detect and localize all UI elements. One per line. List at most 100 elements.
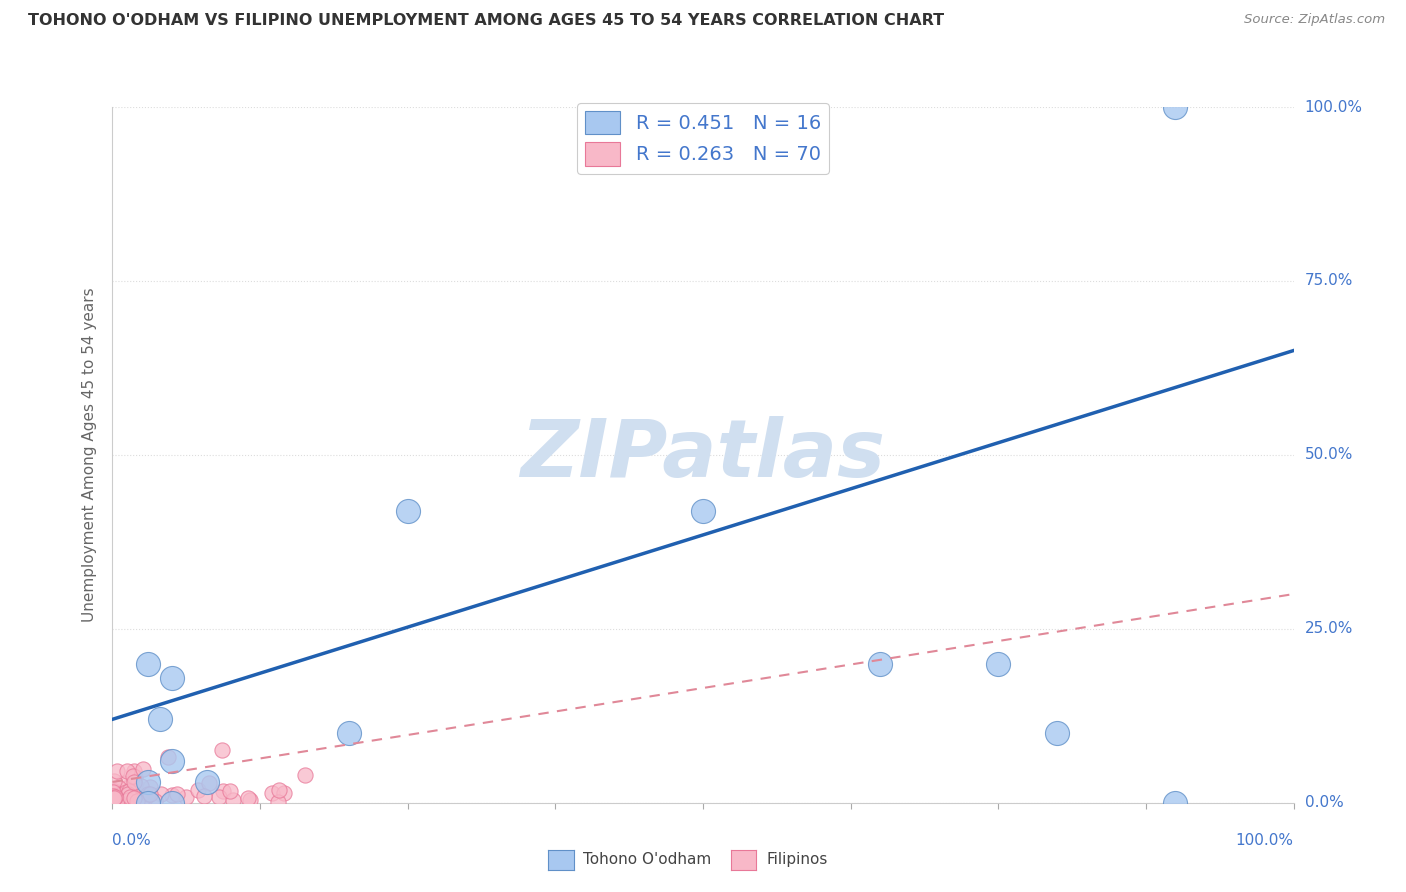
Point: [160, 788, 183, 802]
Legend: R = 0.451   N = 16, R = 0.263   N = 70: R = 0.451 N = 16, R = 0.263 N = 70: [578, 103, 828, 174]
Point: [103, 774, 125, 789]
Point: [124, 791, 146, 805]
Point: [104, 789, 127, 803]
Point: [117, 787, 139, 801]
Point: [115, 793, 138, 807]
Point: [105, 793, 128, 807]
Point: [117, 784, 139, 798]
Point: [157, 749, 180, 764]
Text: 50.0%: 50.0%: [1305, 448, 1353, 462]
Point: [160, 796, 183, 810]
Point: [273, 786, 295, 800]
Text: Source: ZipAtlas.com: Source: ZipAtlas.com: [1244, 13, 1385, 27]
Point: [103, 791, 125, 805]
Point: [236, 790, 259, 805]
Point: [136, 657, 159, 671]
Point: [124, 777, 146, 791]
Point: [138, 788, 160, 802]
Point: [107, 789, 129, 803]
Point: [103, 785, 125, 799]
Point: [108, 789, 131, 803]
Point: [136, 796, 159, 810]
Point: [127, 794, 149, 808]
Point: [160, 754, 183, 768]
Point: [132, 790, 155, 805]
Point: [112, 776, 135, 790]
Point: [122, 769, 145, 783]
Text: 100.0%: 100.0%: [1236, 833, 1294, 848]
Point: [120, 786, 142, 800]
Point: [104, 792, 127, 806]
Point: [104, 793, 127, 807]
Point: [160, 671, 183, 685]
Y-axis label: Unemployment Among Ages 45 to 54 years: Unemployment Among Ages 45 to 54 years: [82, 287, 97, 623]
Point: [987, 657, 1010, 671]
Point: [111, 790, 134, 805]
Point: [187, 783, 209, 797]
Point: [114, 781, 136, 796]
Point: [211, 784, 233, 798]
Text: ZIPatlas: ZIPatlas: [520, 416, 886, 494]
Point: [267, 795, 290, 809]
Point: [122, 775, 145, 789]
Point: [396, 503, 419, 517]
Text: Filipinos: Filipinos: [766, 853, 828, 867]
Point: [211, 742, 233, 756]
Text: 0.0%: 0.0%: [1305, 796, 1343, 810]
Text: 75.0%: 75.0%: [1305, 274, 1353, 288]
Point: [139, 780, 162, 794]
Point: [124, 791, 146, 805]
Point: [110, 796, 132, 810]
Point: [111, 794, 134, 808]
Point: [1046, 726, 1069, 740]
Text: 0.0%: 0.0%: [112, 833, 152, 848]
Point: [692, 503, 714, 517]
Point: [294, 768, 316, 782]
Point: [118, 790, 141, 805]
Point: [124, 770, 146, 784]
Point: [166, 787, 188, 801]
Point: [122, 764, 145, 779]
Point: [195, 775, 218, 789]
Point: [115, 764, 138, 779]
Point: [149, 712, 172, 726]
Point: [337, 726, 360, 740]
Point: [107, 790, 129, 805]
Point: [117, 793, 139, 807]
Point: [131, 762, 153, 776]
Point: [104, 796, 127, 810]
Point: [108, 781, 131, 796]
Point: [269, 782, 291, 797]
Point: [103, 789, 125, 803]
Text: 25.0%: 25.0%: [1305, 622, 1353, 636]
Point: [104, 790, 127, 805]
Point: [103, 793, 125, 807]
Point: [1164, 100, 1187, 114]
Text: 100.0%: 100.0%: [1305, 100, 1362, 114]
Point: [239, 793, 262, 807]
Point: [1164, 796, 1187, 810]
Point: [115, 785, 138, 799]
Point: [103, 795, 125, 809]
Point: [129, 779, 152, 793]
Point: [193, 789, 215, 804]
Text: TOHONO O'ODHAM VS FILIPINO UNEMPLOYMENT AMONG AGES 45 TO 54 YEARS CORRELATION CH: TOHONO O'ODHAM VS FILIPINO UNEMPLOYMENT …: [28, 13, 945, 29]
Point: [260, 787, 283, 801]
Point: [219, 784, 242, 798]
Point: [120, 796, 142, 810]
Point: [105, 764, 128, 778]
Point: [174, 789, 197, 804]
Text: Tohono O'odham: Tohono O'odham: [583, 853, 711, 867]
Point: [221, 793, 243, 807]
Point: [143, 794, 166, 808]
Point: [198, 776, 221, 790]
Point: [150, 787, 173, 801]
Point: [103, 784, 125, 798]
Point: [207, 789, 229, 804]
Point: [134, 791, 156, 805]
Point: [136, 787, 159, 801]
Point: [110, 795, 132, 809]
Point: [136, 775, 159, 789]
Point: [112, 789, 135, 803]
Point: [869, 657, 891, 671]
